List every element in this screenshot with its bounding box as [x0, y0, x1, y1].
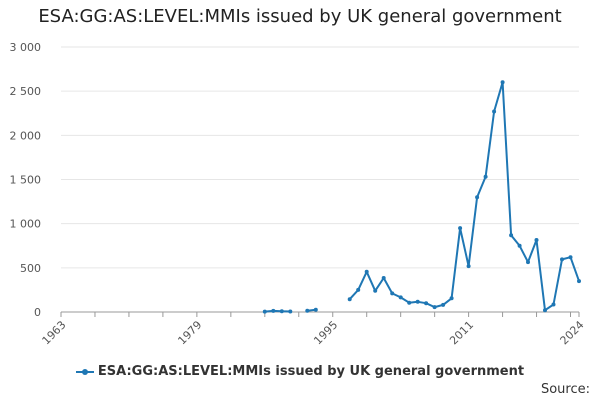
x-tick-label: 1995 [311, 318, 340, 347]
data-point [475, 195, 480, 200]
x-tick-label: 2011 [447, 318, 476, 347]
legend-label: ESA:GG:AS:LEVEL:MMIs issued by UK genera… [97, 364, 525, 379]
y-tick-label: 2 000 [10, 129, 42, 142]
data-point [466, 264, 471, 269]
data-point [313, 307, 318, 312]
data-point [543, 308, 547, 313]
data-point [424, 301, 429, 306]
data-point [568, 255, 573, 260]
data-point [441, 302, 446, 307]
legend[interactable]: ESA:GG:AS:LEVEL:MMIs issued by UK genera… [0, 364, 600, 379]
legend-swatch [75, 367, 94, 377]
chart-title: ESA:GG:AS:LEVEL:MMIs issued by UK genera… [38, 6, 562, 27]
y-tick-label: 3 000 [10, 41, 42, 54]
data-point [500, 80, 505, 85]
data-point [288, 309, 293, 314]
data-point [373, 288, 378, 293]
data-point [305, 308, 310, 313]
series-line [264, 309, 291, 313]
data-point [432, 305, 437, 310]
x-tick-label: 1979 [175, 318, 204, 347]
data-point [364, 269, 369, 274]
axis-layer: 0 500 1 000 1 500 2 000 2 500 3 000 1963 1979 199… [10, 41, 587, 347]
data-point [356, 287, 361, 292]
data-point [577, 279, 581, 284]
data-point [534, 238, 539, 242]
data-point [509, 233, 514, 238]
y-tick-label: 1 000 [10, 218, 42, 231]
data-point [390, 291, 395, 296]
data-point [551, 302, 556, 307]
data-point [458, 226, 463, 231]
data-point [449, 296, 454, 301]
y-tick-label: 1 500 [10, 174, 42, 187]
y-tick-label: 0 [34, 306, 41, 319]
data-point [560, 257, 564, 262]
data-point [279, 309, 284, 314]
series-line [348, 81, 580, 312]
data-point [483, 174, 488, 179]
data-point [517, 243, 522, 248]
data-point [407, 300, 412, 305]
grid-layer [61, 46, 579, 269]
data-point [492, 109, 497, 114]
data-point [347, 297, 352, 302]
y-tick-label: 500 [20, 262, 41, 275]
data-point [398, 295, 403, 300]
data-point [271, 308, 276, 313]
data-point [526, 260, 530, 265]
data-point [381, 276, 386, 280]
y-tick-label: 2 500 [10, 85, 42, 98]
data-point [262, 309, 267, 314]
x-tick-label: 1963 [40, 318, 69, 347]
series-layer [262, 80, 581, 314]
data-point [415, 299, 420, 304]
source-label: Source: [540, 382, 590, 397]
x-tick-label: 2024 [558, 318, 587, 347]
